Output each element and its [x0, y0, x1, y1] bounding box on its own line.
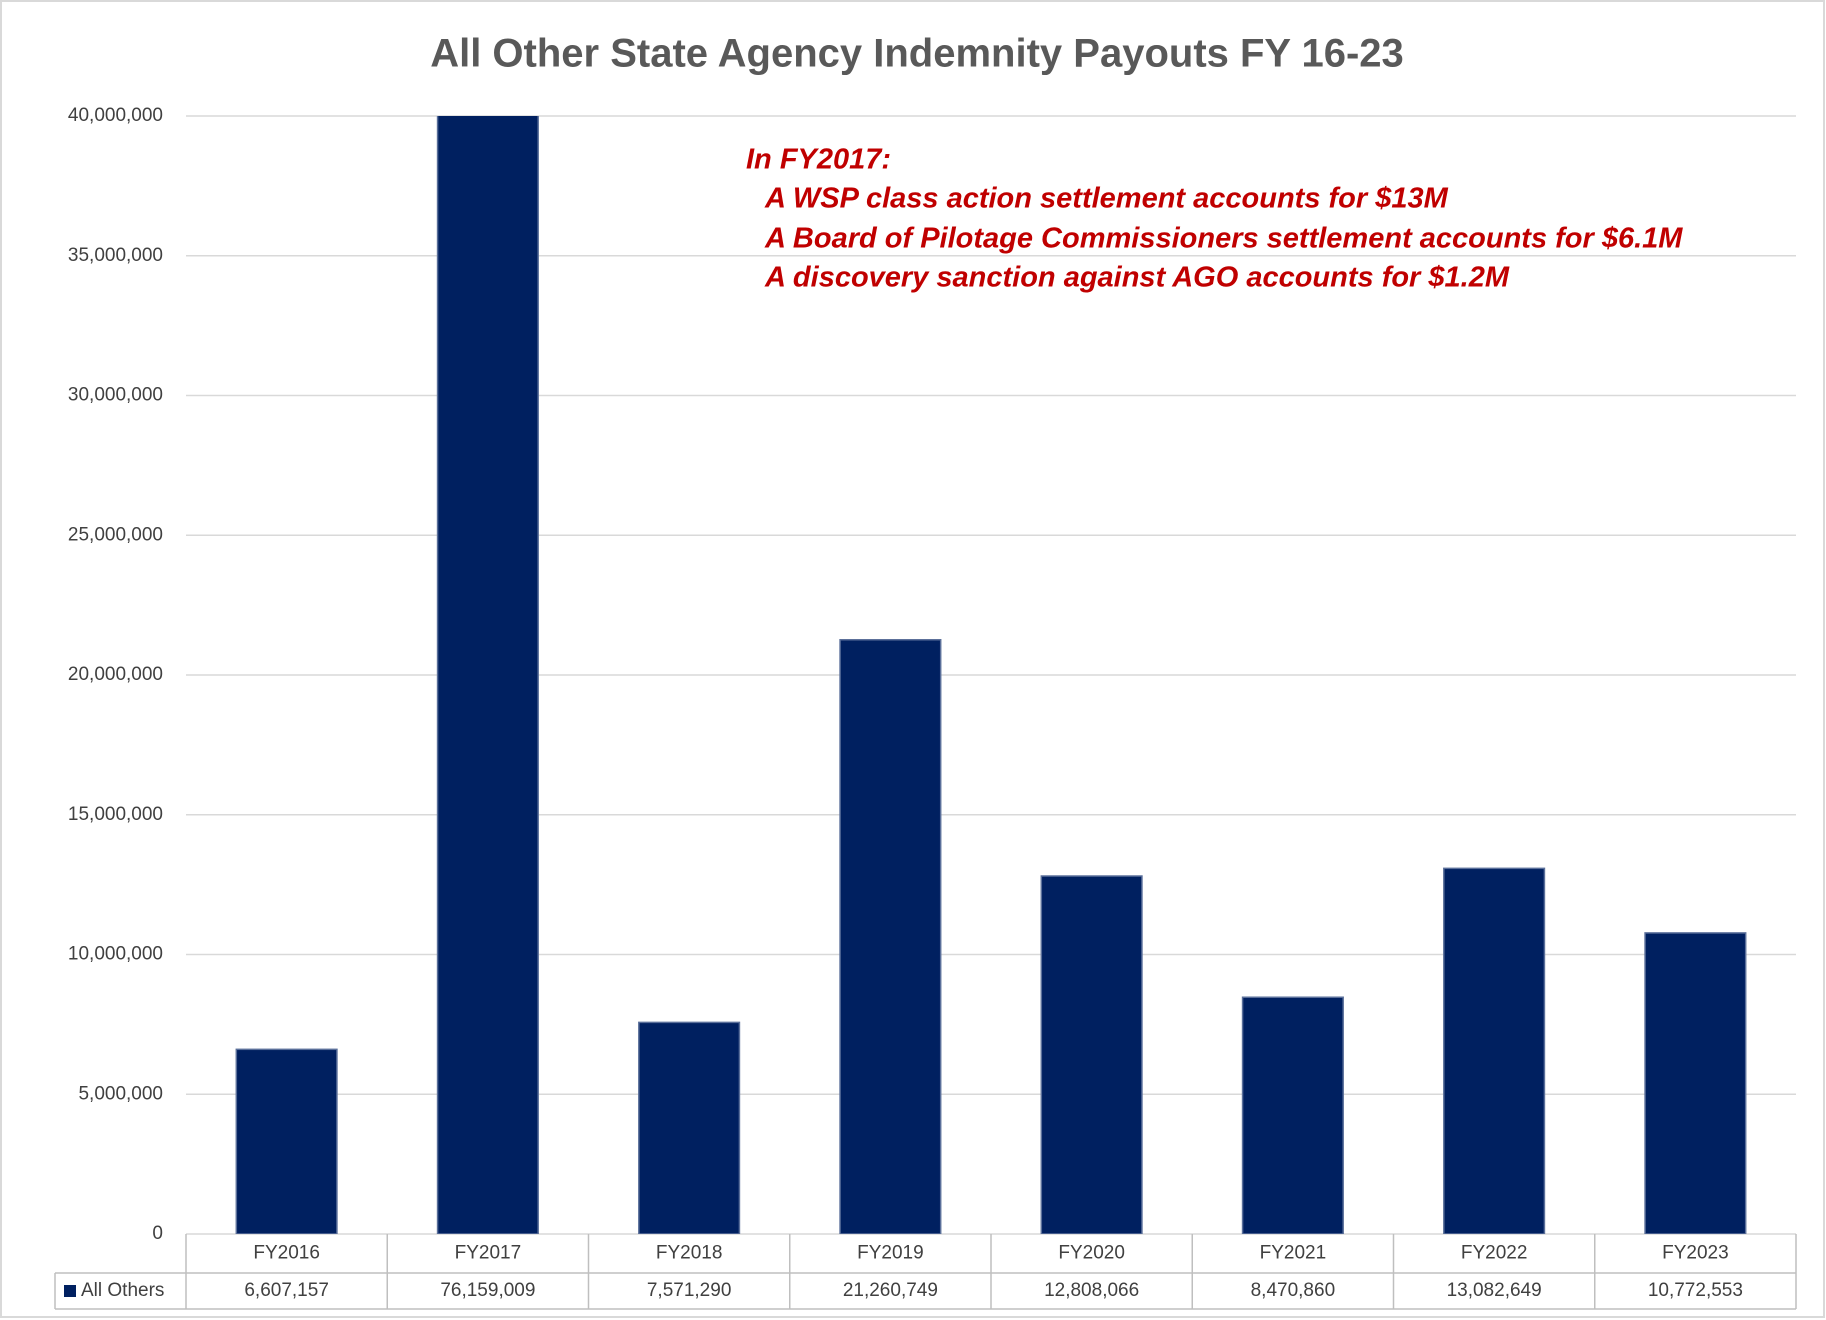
table-value: 7,571,290 [647, 1280, 732, 1301]
annotation: A WSP class action settlement accounts f… [764, 183, 1449, 215]
y-tick-label: 15,000,000 [68, 804, 163, 825]
x-tick-label: FY2021 [1260, 1243, 1327, 1264]
bar [1040, 875, 1143, 1234]
x-tick-label: FY2023 [1662, 1243, 1729, 1264]
y-tick-label: 40,000,000 [68, 105, 163, 126]
y-tick-label: 0 [152, 1223, 163, 1244]
y-tick-label: 5,000,000 [78, 1083, 163, 1104]
annotation: A Board of Pilotage Commissioners settle… [764, 223, 1683, 255]
x-tick-label: FY2016 [253, 1243, 320, 1264]
bar [1644, 932, 1747, 1234]
bar [1241, 996, 1344, 1234]
x-tick-label: FY2020 [1058, 1243, 1125, 1264]
bar [839, 639, 942, 1234]
x-tick-label: FY2018 [656, 1243, 723, 1264]
y-tick-label: 25,000,000 [68, 524, 163, 545]
x-tick-label: FY2022 [1461, 1243, 1528, 1264]
y-tick-label: 35,000,000 [68, 245, 163, 266]
chart-title: All Other State Agency Indemnity Payouts… [430, 32, 1404, 76]
annotation: In FY2017: [746, 144, 891, 176]
x-tick-label: FY2017 [455, 1243, 522, 1264]
table-value: 10,772,553 [1648, 1280, 1743, 1301]
bar [638, 1021, 741, 1234]
table-value: 8,470,860 [1251, 1280, 1336, 1301]
legend-label: All Others [81, 1280, 164, 1301]
y-tick-label: 30,000,000 [68, 385, 163, 406]
table-value: 6,607,157 [244, 1280, 329, 1301]
bar [1443, 867, 1546, 1234]
x-tick-label: FY2019 [857, 1243, 924, 1264]
table-value: 76,159,009 [440, 1280, 535, 1301]
y-tick-label: 10,000,000 [68, 944, 163, 965]
legend-swatch [64, 1285, 76, 1297]
bar [235, 1048, 338, 1234]
bar [436, 116, 539, 1234]
table-value: 13,082,649 [1447, 1280, 1542, 1301]
annotation: A discovery sanction against AGO account… [764, 262, 1510, 294]
y-tick-label: 20,000,000 [68, 664, 163, 685]
table-value: 12,808,066 [1044, 1280, 1139, 1301]
table-value: 21,260,749 [843, 1280, 938, 1301]
